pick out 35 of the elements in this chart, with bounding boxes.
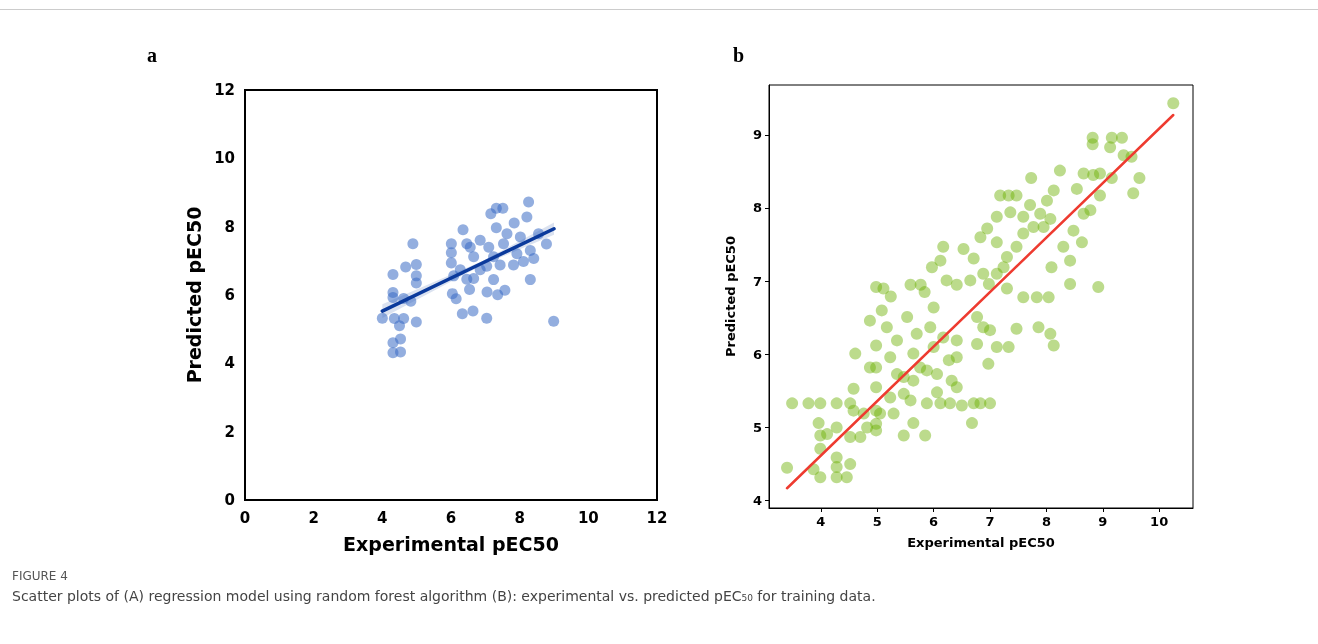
y-tick-label: 0 — [224, 491, 235, 509]
caption: FIGURE 4 — [12, 568, 69, 585]
y-tick-label: 5 — [752, 420, 762, 435]
x-tick-label: 0 — [239, 508, 251, 527]
y-tick-label: 9 — [752, 127, 762, 143]
x-tick-label: 9 — [1098, 514, 1108, 529]
x-tick-label: 4 — [377, 508, 388, 527]
chart-title: b — [733, 44, 745, 66]
x-tick-label: 6 — [445, 508, 457, 527]
y-tick-label: 4 — [224, 354, 235, 373]
y-tick-label: 6 — [752, 346, 762, 362]
y-axis-title: Predicted pEC50 — [723, 236, 738, 357]
y-tick-label: 6 — [224, 286, 235, 304]
x-tick-label: 10 — [1150, 514, 1169, 529]
x-axis-title: Experimental pEC50 — [907, 535, 1055, 550]
y-tick-label: 7 — [752, 273, 762, 289]
y-tick-label: 8 — [752, 200, 762, 216]
x-tick-label: 5 — [872, 514, 882, 529]
x-tick-label: 12 — [646, 508, 668, 527]
y-axis-title: Predicted pEC50 — [182, 206, 205, 384]
x-tick-label: 8 — [1041, 514, 1051, 529]
x-axis-title: Experimental pEC50 — [343, 532, 559, 555]
x-tick-label: 4 — [816, 514, 826, 529]
x-tick-label: 10 — [577, 508, 599, 527]
x-tick-label: 2 — [308, 508, 319, 527]
y-tick-label: 12 — [214, 81, 235, 99]
y-tick-label: 8 — [224, 217, 235, 236]
y-tick-label: 4 — [752, 493, 762, 509]
y-tick-label: 2 — [224, 422, 235, 441]
x-tick-label: 6 — [929, 514, 939, 529]
y-tick-label: 10 — [214, 149, 235, 168]
x-tick-label: 8 — [514, 508, 525, 527]
x-tick-label: 7 — [985, 514, 995, 529]
chart-title: a — [147, 44, 157, 66]
text: Scatter plots of (A) regression model using random forest algorithm (B): experimental vs. predicted pEC₅₀ for training data. — [12, 587, 877, 606]
